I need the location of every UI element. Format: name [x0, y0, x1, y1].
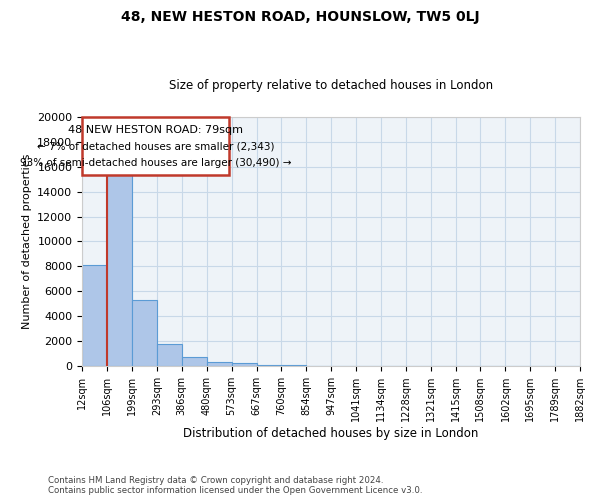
Bar: [207, 362, 232, 366]
Bar: [232, 364, 257, 366]
Bar: [182, 358, 207, 366]
Text: ← 7% of detached houses are smaller (2,343): ← 7% of detached houses are smaller (2,3…: [37, 141, 274, 151]
Bar: [82, 265, 107, 366]
Bar: [132, 300, 157, 366]
Bar: [157, 344, 182, 366]
Bar: [257, 364, 281, 366]
Text: 48, NEW HESTON ROAD, HOUNSLOW, TW5 0LJ: 48, NEW HESTON ROAD, HOUNSLOW, TW5 0LJ: [121, 10, 479, 24]
Title: Size of property relative to detached houses in London: Size of property relative to detached ho…: [169, 79, 493, 92]
Text: 48 NEW HESTON ROAD: 79sqm: 48 NEW HESTON ROAD: 79sqm: [68, 124, 243, 134]
Text: Contains HM Land Registry data © Crown copyright and database right 2024.
Contai: Contains HM Land Registry data © Crown c…: [48, 476, 422, 495]
FancyBboxPatch shape: [82, 117, 229, 176]
Bar: [107, 158, 132, 366]
X-axis label: Distribution of detached houses by size in London: Distribution of detached houses by size …: [184, 427, 479, 440]
Text: 93% of semi-detached houses are larger (30,490) →: 93% of semi-detached houses are larger (…: [20, 158, 292, 168]
Y-axis label: Number of detached properties: Number of detached properties: [22, 154, 32, 329]
